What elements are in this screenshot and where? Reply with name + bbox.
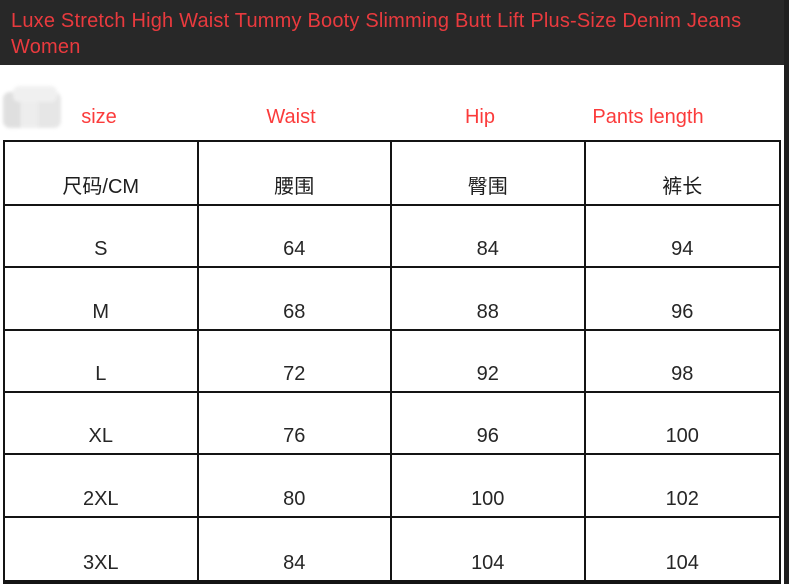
cell-waist: 68 bbox=[198, 268, 392, 331]
cell-hip: 100 bbox=[392, 455, 586, 518]
cell-length: 96 bbox=[585, 268, 779, 331]
cell-length: 100 bbox=[585, 393, 779, 456]
cell-waist: 76 bbox=[198, 392, 392, 456]
label-waist: Waist bbox=[266, 106, 316, 128]
cell-size: L bbox=[5, 330, 199, 393]
cell-size: 2XL bbox=[5, 455, 199, 518]
product-title: Luxe Stretch High Waist Tummy Booty Slim… bbox=[11, 10, 742, 58]
size-chart-header-waist: 腰围 bbox=[198, 142, 392, 206]
cell-length: 94 bbox=[585, 206, 779, 269]
size-chart-header-hip: 臀围 bbox=[392, 142, 586, 206]
cell-size: 3XL bbox=[5, 517, 199, 580]
cell-length: 98 bbox=[585, 331, 779, 393]
cell-waist: 84 bbox=[199, 517, 392, 580]
cell-hip: 92 bbox=[392, 330, 586, 393]
cell-size: S bbox=[5, 206, 199, 269]
cell-hip: 84 bbox=[392, 206, 586, 269]
size-chart-table: 尺码/CM 腰围 臀围 裤长 S 64 84 94 M 68 88 96 L 7… bbox=[3, 140, 781, 584]
cell-waist: 72 bbox=[198, 330, 392, 393]
cell-size: M bbox=[5, 268, 199, 331]
label-size: size bbox=[81, 106, 117, 128]
product-title-bar: Luxe Stretch High Waist Tummy Booty Slim… bbox=[0, 0, 789, 65]
cell-waist: 64 bbox=[198, 206, 392, 269]
cell-hip: 96 bbox=[392, 392, 586, 456]
label-pants-length: Pants length bbox=[592, 106, 704, 128]
cell-waist: 80 bbox=[198, 455, 392, 518]
cell-length: 102 bbox=[585, 455, 779, 518]
cell-hip: 104 bbox=[392, 517, 586, 580]
right-edge-strip bbox=[784, 0, 789, 584]
blurred-watermark bbox=[3, 86, 61, 128]
label-hip: Hip bbox=[464, 106, 496, 128]
size-chart-header-length: 裤长 bbox=[585, 142, 779, 206]
cell-hip: 88 bbox=[392, 268, 586, 331]
cell-size: XL bbox=[5, 392, 199, 456]
cell-length: 104 bbox=[665, 551, 699, 574]
size-chart-header-size: 尺码/CM bbox=[5, 142, 199, 206]
